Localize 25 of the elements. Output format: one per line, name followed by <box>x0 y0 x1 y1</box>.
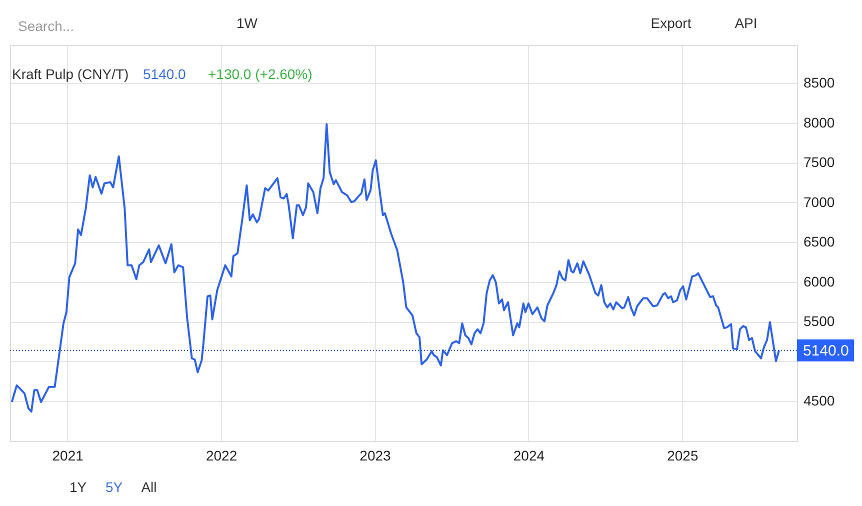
y-tick-label: 7000 <box>804 194 835 210</box>
y-tick-label: 8000 <box>804 114 835 130</box>
text: Export <box>650 15 692 31</box>
y-tick-label: 7500 <box>804 154 835 170</box>
text: 1Y <box>69 479 88 495</box>
x-tick-label: 2024 <box>513 448 545 464</box>
x-tick-label: 2023 <box>360 448 392 464</box>
text: Kraft Pulp (CNY/T) <box>12 66 129 82</box>
y-tick-label: 8500 <box>804 74 835 91</box>
annotation: 5140.0 <box>143 66 186 82</box>
y-tick-label: 6500 <box>804 234 835 250</box>
text: Search... <box>18 18 74 34</box>
text: 5Y <box>105 479 124 495</box>
y-tick-label: 4500 <box>804 392 835 409</box>
line-series <box>10 123 780 413</box>
text: API <box>734 15 758 31</box>
x-tick-label: 2025 <box>667 448 698 464</box>
annotation: +130.0 (+2.60%) <box>208 66 312 82</box>
text: All <box>141 479 157 495</box>
x-tick-label: 2022 <box>206 448 238 464</box>
ref-line-label: 5140.0 <box>803 342 849 360</box>
x-tick-label: 2021 <box>52 448 84 464</box>
y-tick-label: 6000 <box>804 273 835 290</box>
text: 1W <box>236 15 258 31</box>
y-tick-label: 5500 <box>804 313 835 330</box>
